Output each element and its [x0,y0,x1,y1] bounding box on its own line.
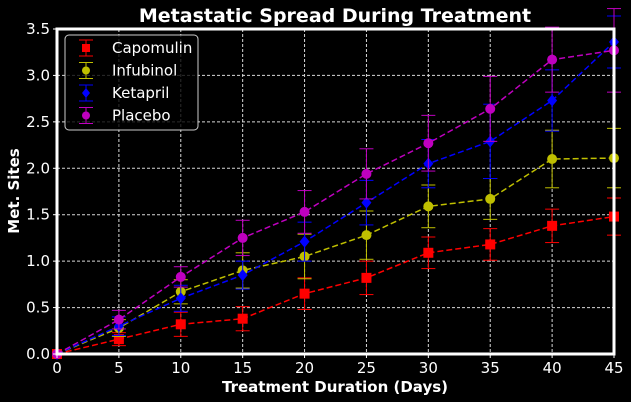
x-tick-label: 45 [604,359,623,377]
chart-title: Metastatic Spread During Treatment [139,5,531,27]
legend-label: Infubinol [112,62,177,80]
y-tick-label: 2.0 [26,159,50,177]
data-point [113,334,124,345]
data-point [237,269,248,282]
data-point [485,193,496,204]
y-tick-label: 0.0 [26,345,50,363]
series-line [56,157,615,355]
data-point [423,138,434,149]
data-point [423,247,434,258]
data-point [175,292,186,305]
data-point [299,288,310,299]
legend-marker [82,44,90,52]
series-line [56,49,615,355]
data-point [361,272,372,283]
y-tick-label: 2.5 [26,113,50,131]
data-point [175,271,186,282]
y-axis-label: Met. Sites [5,148,23,233]
x-axis-label: Treatment Duration (Days) [222,378,448,396]
data-point [423,201,434,212]
data-point [113,314,124,325]
series-layer [52,8,621,360]
y-tick-label: 3.5 [26,20,50,38]
legend-entry: Capomulin [79,39,192,57]
legend-entry: Ketapril [79,84,169,102]
x-tick-label: 20 [295,359,314,377]
tick-labels: 0 5 10 15 20 25 30 35 40 45 0.0 0.5 1.0 1.5 2.0 2.5 3.0 3… [26,20,623,377]
x-tick-label: 0 [52,359,62,377]
data-point [361,230,372,241]
axes [53,27,616,358]
data-point [361,196,372,209]
series-line [56,41,615,355]
data-point [485,103,496,114]
series-infubinol [52,127,621,359]
legend-label: Ketapril [112,84,169,102]
series-placebo [52,8,621,359]
legend: Capomulin Infubinol Ketapril Placebo [64,34,199,131]
data-point [547,220,558,231]
x-tick-label: 40 [543,359,562,377]
data-point [237,232,248,243]
legend-marker [82,88,90,98]
data-point [547,54,558,65]
y-tick-label: 3.0 [26,66,50,84]
x-tick-label: 10 [171,359,190,377]
legend-marker [82,66,90,75]
data-point [237,313,248,324]
x-tick-label: 25 [357,359,376,377]
data-point [299,206,310,217]
y-tick-label: 1.5 [26,206,50,224]
data-point [299,235,310,248]
series-line [56,215,615,355]
x-tick-label: 15 [233,359,252,377]
data-point [175,319,186,330]
legend-label: Placebo [112,107,171,125]
x-tick-label: 30 [419,359,438,377]
y-tick-label: 1.0 [26,252,50,270]
legend-label: Capomulin [112,39,192,57]
legend-box [64,34,199,131]
data-point [485,239,496,250]
x-tick-label: 35 [481,359,500,377]
data-point [361,168,372,179]
data-point [547,154,558,164]
legend-entry: Infubinol [79,62,177,80]
data-point [547,94,558,107]
legend-entry: Placebo [79,107,171,125]
plot-frame [55,27,616,356]
y-tick-label: 0.5 [26,299,50,317]
x-tick-label: 5 [114,359,124,377]
legend-marker [82,111,90,120]
